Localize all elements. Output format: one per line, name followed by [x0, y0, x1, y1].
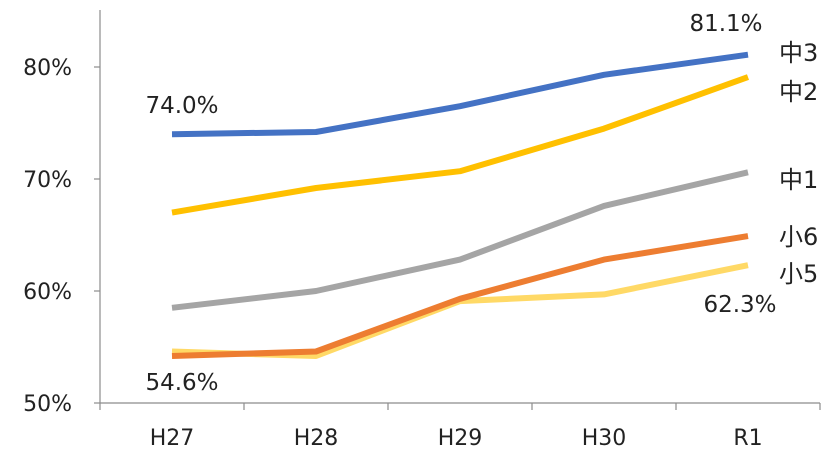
series-label-3: 中1	[779, 166, 818, 194]
series-label-2: 中2	[779, 78, 818, 106]
data-label: 81.1%	[689, 11, 762, 37]
y-tick-label: 50%	[23, 392, 72, 417]
x-tick-label: H28	[294, 426, 339, 451]
x-tick-label: H27	[150, 426, 195, 451]
x-tick-label: H30	[582, 426, 627, 451]
series-label-5: 小5	[779, 260, 818, 288]
x-tick-label: R1	[733, 426, 762, 451]
annotations: 74.0% 81.1% 54.6% 62.3%	[145, 11, 776, 396]
y-tick-label: 70%	[23, 168, 72, 193]
y-tick-label: 60%	[23, 280, 72, 305]
axes: 50% 60% 70% 80% H27 H28 H29 H30 R1	[23, 10, 821, 451]
x-tick-label: H29	[438, 426, 483, 451]
data-label: 74.0%	[145, 93, 218, 119]
series-lines	[171, 51, 750, 359]
series-label-1: 中3	[779, 39, 818, 67]
data-label: 62.3%	[703, 292, 776, 318]
y-tick-label: 80%	[23, 56, 72, 81]
series-line-5	[171, 262, 749, 359]
data-label: 54.6%	[145, 370, 218, 396]
series-label-4: 小6	[779, 223, 818, 251]
series-line-4	[171, 233, 749, 359]
series-line-2	[171, 74, 750, 216]
series-line-1	[171, 51, 749, 138]
series-line-3	[171, 169, 749, 311]
series-labels: 中3 中2 中1 小6 小5	[779, 39, 818, 288]
